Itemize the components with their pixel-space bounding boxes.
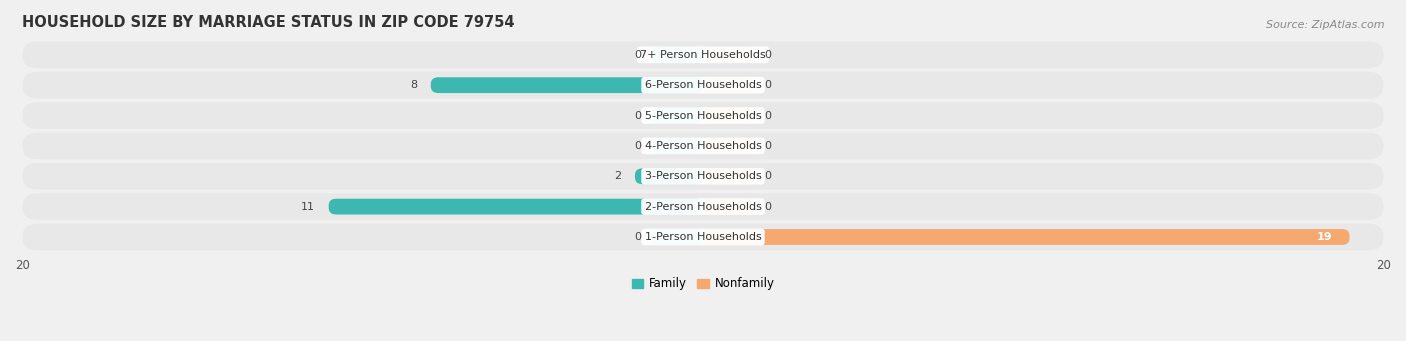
FancyBboxPatch shape [636, 168, 703, 184]
FancyBboxPatch shape [652, 138, 703, 154]
Text: 0: 0 [634, 141, 641, 151]
Text: 3-Person Households: 3-Person Households [644, 171, 762, 181]
Text: 0: 0 [634, 110, 641, 120]
Text: 0: 0 [765, 202, 772, 212]
Text: 0: 0 [634, 50, 641, 60]
FancyBboxPatch shape [22, 72, 1384, 99]
FancyBboxPatch shape [652, 229, 703, 245]
Text: 2-Person Households: 2-Person Households [644, 202, 762, 212]
Text: 11: 11 [301, 202, 315, 212]
Legend: Family, Nonfamily: Family, Nonfamily [627, 273, 779, 295]
Text: 19: 19 [1317, 232, 1333, 242]
FancyBboxPatch shape [22, 224, 1384, 250]
FancyBboxPatch shape [22, 42, 1384, 68]
FancyBboxPatch shape [703, 168, 754, 184]
Text: 8: 8 [411, 80, 418, 90]
FancyBboxPatch shape [430, 77, 703, 93]
FancyBboxPatch shape [22, 193, 1384, 220]
FancyBboxPatch shape [703, 47, 754, 63]
FancyBboxPatch shape [703, 138, 754, 154]
Text: HOUSEHOLD SIZE BY MARRIAGE STATUS IN ZIP CODE 79754: HOUSEHOLD SIZE BY MARRIAGE STATUS IN ZIP… [22, 15, 515, 30]
Text: 0: 0 [765, 110, 772, 120]
Text: 0: 0 [765, 80, 772, 90]
Text: 0: 0 [634, 232, 641, 242]
Text: 7+ Person Households: 7+ Person Households [640, 50, 766, 60]
FancyBboxPatch shape [22, 133, 1384, 159]
FancyBboxPatch shape [703, 199, 754, 214]
Text: 1-Person Households: 1-Person Households [644, 232, 762, 242]
FancyBboxPatch shape [22, 102, 1384, 129]
FancyBboxPatch shape [703, 229, 1350, 245]
Text: 2: 2 [614, 171, 621, 181]
Text: 0: 0 [765, 50, 772, 60]
Text: 0: 0 [765, 141, 772, 151]
FancyBboxPatch shape [652, 47, 703, 63]
Text: 5-Person Households: 5-Person Households [644, 110, 762, 120]
Text: 4-Person Households: 4-Person Households [644, 141, 762, 151]
Text: 6-Person Households: 6-Person Households [644, 80, 762, 90]
FancyBboxPatch shape [652, 108, 703, 123]
Text: 0: 0 [765, 171, 772, 181]
FancyBboxPatch shape [703, 77, 754, 93]
FancyBboxPatch shape [329, 199, 703, 214]
FancyBboxPatch shape [22, 163, 1384, 190]
Text: Source: ZipAtlas.com: Source: ZipAtlas.com [1267, 20, 1385, 30]
FancyBboxPatch shape [703, 108, 754, 123]
